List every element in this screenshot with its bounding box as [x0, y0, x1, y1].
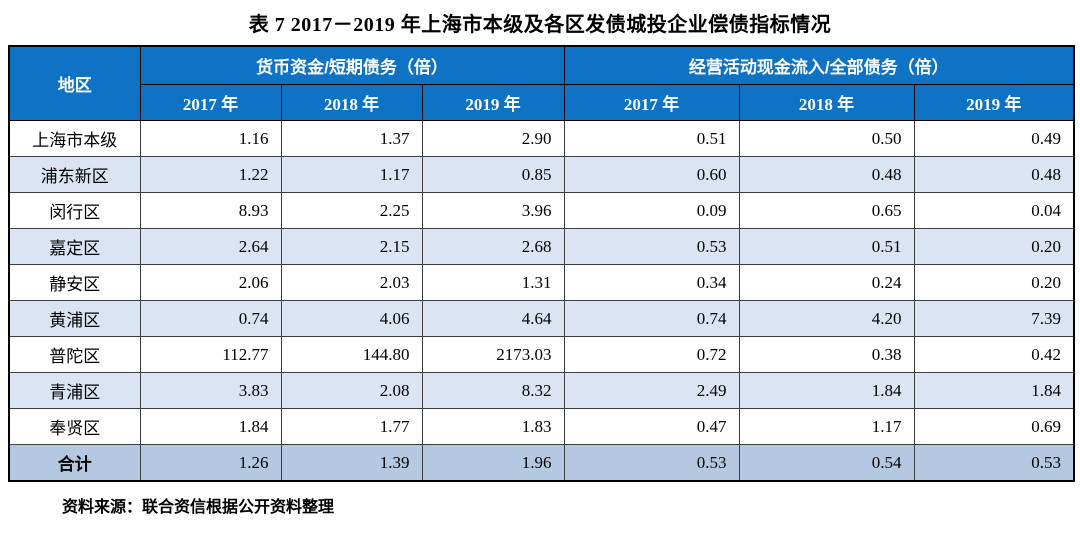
value-cell: 2.08	[280, 372, 423, 409]
value-cell: 112.77	[139, 336, 282, 373]
region-cell: 嘉定区	[8, 228, 141, 265]
group-header-operating-cash-inflow-to-total-debt: 经营活动现金流入/全部债务（倍）	[563, 45, 1075, 85]
table-row: 静安区 2.06 2.03 1.31 0.34 0.24 0.20	[8, 264, 1075, 301]
value-cell: 2.15	[280, 228, 423, 265]
value-cell: 0.42	[913, 336, 1075, 373]
value-cell: 0.38	[738, 336, 915, 373]
region-column-header: 地区	[8, 45, 141, 121]
year-header-group0-2: 2019 年	[421, 84, 565, 121]
region-cell: 静安区	[8, 264, 141, 301]
value-cell: 1.31	[421, 264, 565, 301]
table-row: 嘉定区 2.64 2.15 2.68 0.53 0.51 0.20	[8, 228, 1075, 265]
table-row: 黄浦区 0.74 4.06 4.64 0.74 4.20 7.39	[8, 300, 1075, 337]
region-cell: 上海市本级	[8, 120, 141, 157]
value-cell: 7.39	[913, 300, 1075, 337]
value-cell: 0.74	[139, 300, 282, 337]
value-cell: 1.22	[139, 156, 282, 193]
value-cell: 2.68	[421, 228, 565, 265]
value-cell: 0.20	[913, 228, 1075, 265]
value-cell: 0.53	[563, 444, 740, 482]
value-cell: 2.90	[421, 120, 565, 157]
value-cell: 0.50	[738, 120, 915, 157]
value-cell: 0.47	[563, 408, 740, 445]
year-header-group1-2: 2019 年	[913, 84, 1075, 121]
value-cell: 0.49	[913, 120, 1075, 157]
table-row: 奉贤区 1.84 1.77 1.83 0.47 1.17 0.69	[8, 408, 1075, 445]
value-cell: 0.48	[738, 156, 915, 193]
value-cell: 4.06	[280, 300, 423, 337]
value-cell: 1.96	[421, 444, 565, 482]
value-cell: 1.77	[280, 408, 423, 445]
data-source-note: 资料来源：联合资信根据公开资料整理	[62, 499, 335, 516]
value-cell: 0.51	[738, 228, 915, 265]
year-header-group1-0: 2017 年	[563, 84, 740, 121]
value-cell: 1.39	[280, 444, 423, 482]
table-row: 青浦区 3.83 2.08 8.32 2.49 1.84 1.84	[8, 372, 1075, 409]
region-cell: 青浦区	[8, 372, 141, 409]
value-cell: 0.54	[738, 444, 915, 482]
region-cell: 奉贤区	[8, 408, 141, 445]
value-cell: 0.53	[913, 444, 1075, 482]
value-cell: 0.74	[563, 300, 740, 337]
value-cell: 1.83	[421, 408, 565, 445]
value-cell: 0.24	[738, 264, 915, 301]
table-row: 闵行区 8.93 2.25 3.96 0.09 0.65 0.04	[8, 192, 1075, 229]
value-cell: 2.25	[280, 192, 423, 229]
value-cell: 0.60	[563, 156, 740, 193]
value-cell: 2173.03	[421, 336, 565, 373]
region-cell: 合计	[8, 444, 141, 482]
header-row-groups: 地区 货币资金/短期债务（倍） 经营活动现金流入/全部债务（倍）	[8, 45, 1075, 121]
group-header-cash-to-short-term-debt: 货币资金/短期债务（倍）	[139, 45, 565, 85]
document-page: 表 7 2017－2019 年上海市本级及各区发债城投企业偿债指标情况 地区 货…	[0, 8, 1080, 517]
value-cell: 8.32	[421, 372, 565, 409]
value-cell: 0.65	[738, 192, 915, 229]
header-row-years: 2017 年 2018 年 2019 年 2017 年 2018 年 2019 年	[9, 84, 1075, 121]
region-cell: 闵行区	[8, 192, 141, 229]
value-cell: 144.80	[280, 336, 423, 373]
value-cell: 3.96	[421, 192, 565, 229]
value-cell: 2.06	[139, 264, 282, 301]
value-cell: 1.84	[738, 372, 915, 409]
year-header-group0-0: 2017 年	[139, 84, 282, 121]
value-cell: 8.93	[139, 192, 282, 229]
value-cell: 0.85	[421, 156, 565, 193]
value-cell: 0.51	[563, 120, 740, 157]
value-cell: 3.83	[139, 372, 282, 409]
table-row: 浦东新区 1.22 1.17 0.85 0.60 0.48 0.48	[8, 156, 1075, 193]
value-cell: 1.84	[913, 372, 1075, 409]
value-cell: 1.84	[139, 408, 282, 445]
value-cell: 2.64	[139, 228, 282, 265]
value-cell: 0.34	[563, 264, 740, 301]
value-cell: 0.48	[913, 156, 1075, 193]
region-cell: 黄浦区	[8, 300, 141, 337]
value-cell: 4.64	[421, 300, 565, 337]
value-cell: 1.17	[280, 156, 423, 193]
value-cell: 0.72	[563, 336, 740, 373]
value-cell: 2.49	[563, 372, 740, 409]
table-body: 上海市本级 1.16 1.37 2.90 0.51 0.50 0.49 浦东新区 1.22 1.1…	[8, 120, 1075, 482]
value-cell: 0.69	[913, 408, 1075, 445]
value-cell: 0.20	[913, 264, 1075, 301]
table-row: 普陀区 112.77 144.80 2173.03 0.72 0.38 0.42	[8, 336, 1075, 373]
year-header-group0-1: 2018 年	[280, 84, 423, 121]
value-cell: 1.16	[139, 120, 282, 157]
table-row: 上海市本级 1.16 1.37 2.90 0.51 0.50 0.49	[8, 120, 1075, 157]
value-cell: 2.03	[280, 264, 423, 301]
year-header-group1-1: 2018 年	[738, 84, 915, 121]
value-cell: 0.09	[563, 192, 740, 229]
value-cell: 0.04	[913, 192, 1075, 229]
value-cell: 1.37	[280, 120, 423, 157]
table-row-total: 合计 1.26 1.39 1.96 0.53 0.54 0.53	[8, 444, 1075, 482]
value-cell: 0.53	[563, 228, 740, 265]
region-cell: 浦东新区	[8, 156, 141, 193]
value-cell: 1.17	[738, 408, 915, 445]
region-cell: 普陀区	[8, 336, 141, 373]
value-cell: 1.26	[139, 444, 282, 482]
value-cell: 4.20	[738, 300, 915, 337]
table-title: 表 7 2017－2019 年上海市本级及各区发债城投企业偿债指标情况	[248, 14, 832, 36]
